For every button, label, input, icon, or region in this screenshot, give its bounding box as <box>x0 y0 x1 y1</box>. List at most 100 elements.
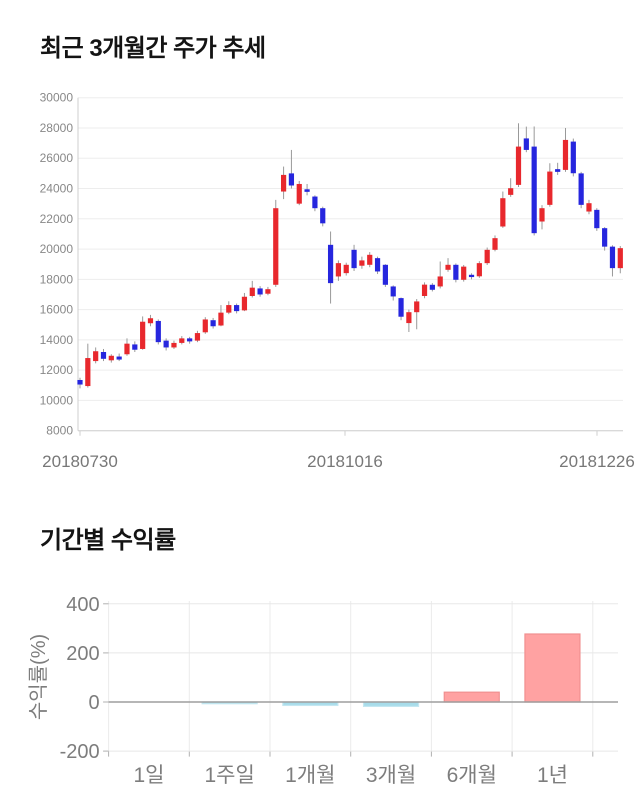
price-y-tick-label: 26000 <box>40 151 74 165</box>
candle-down <box>155 320 161 343</box>
candle-up <box>492 238 498 250</box>
returns-y-tick-label: 200 <box>66 643 99 665</box>
candle-up <box>140 321 146 349</box>
candle-up <box>586 203 592 212</box>
candle-up <box>343 264 349 274</box>
candle-up <box>445 264 451 270</box>
returns-y-tick-label: -200 <box>60 741 100 763</box>
candle-up <box>124 343 130 355</box>
candle-up <box>461 266 467 280</box>
candle-up <box>218 312 224 326</box>
price-x-tick-label: 20181226 <box>559 452 635 471</box>
candle-up <box>171 342 177 348</box>
candle-down <box>468 274 475 278</box>
candle-up <box>508 188 514 195</box>
candle-up <box>562 139 569 170</box>
price-y-tick-label: 28000 <box>40 121 74 135</box>
candle-down <box>382 264 388 285</box>
candle-down <box>351 249 357 269</box>
price-x-tick-label: 20181016 <box>307 452 383 471</box>
price-y-tick-label: 18000 <box>40 272 74 286</box>
candle-down <box>429 284 435 290</box>
price-y-tick-label: 30000 <box>40 91 74 105</box>
price-candlestick-chart: 30000 28000 26000 24000 22000 20000 18000 16000… <box>40 91 635 471</box>
candle-up <box>359 260 365 266</box>
returns-bar-positive <box>524 633 581 703</box>
candle-up <box>273 208 279 285</box>
price-y-tick-label: 10000 <box>40 393 74 407</box>
candle-up <box>147 318 154 324</box>
candle-up <box>367 254 373 265</box>
candle-down <box>523 138 529 150</box>
candle-up <box>547 171 553 205</box>
candle-down <box>390 286 396 297</box>
price-y-tick-label: 24000 <box>40 182 74 196</box>
candle-down <box>100 351 107 359</box>
candle-down <box>187 338 193 342</box>
candle-down <box>531 146 537 234</box>
candle-down <box>327 244 334 284</box>
candle-down <box>257 288 263 295</box>
candle-down <box>288 173 295 186</box>
returns-bar-chart: 400 200 0 -200 1일 1주일 1개월 3개월 6개월 1년 수익률(%) <box>27 594 618 787</box>
candle-up <box>265 289 271 294</box>
price-x-tick-label: 20180730 <box>42 452 118 471</box>
returns-category-label: 1년 <box>537 764 568 787</box>
price-y-tick-label: 12000 <box>40 363 74 377</box>
candle-up <box>515 146 522 185</box>
candle-up <box>108 355 114 361</box>
candle-up <box>476 263 482 277</box>
candle-up <box>93 351 99 362</box>
candle-up <box>85 358 91 387</box>
candle-up <box>194 333 201 341</box>
candle-up <box>249 287 255 296</box>
returns-category-label: 1일 <box>133 764 164 787</box>
candle-up <box>406 312 412 324</box>
candle-up <box>296 183 302 204</box>
price-y-tick-label: 20000 <box>40 242 74 256</box>
returns-y-tick-label: 0 <box>88 692 99 714</box>
returns-category-label: 1주일 <box>204 764 254 787</box>
candle-up <box>617 248 623 269</box>
candle-up <box>226 305 232 313</box>
candle-up <box>421 284 428 296</box>
candle-down <box>453 264 459 280</box>
price-y-tick-label: 14000 <box>40 333 74 347</box>
candle-up <box>539 208 545 222</box>
returns-category-label: 1개월 <box>285 764 335 787</box>
candle-down <box>609 246 616 269</box>
candle-up <box>414 301 420 313</box>
candle-down <box>77 379 83 385</box>
price-y-tick-label: 16000 <box>40 303 74 317</box>
candle-up <box>202 319 208 333</box>
candle-down <box>304 189 310 192</box>
returns-category-label: 6개월 <box>447 764 497 787</box>
candle-down <box>163 340 169 348</box>
candle-down <box>312 196 318 209</box>
returns-chart-title: 기간별 수익률 <box>40 527 176 554</box>
candle-down <box>578 173 584 205</box>
candle-down <box>234 305 240 312</box>
returns-y-tick-label: 400 <box>66 594 99 616</box>
candle-down <box>602 228 608 247</box>
candle-up <box>241 296 248 311</box>
candle-down <box>398 298 404 317</box>
candle-down <box>116 356 122 360</box>
candle-down <box>594 209 600 229</box>
candle-up <box>437 276 443 287</box>
candle-down <box>132 344 138 350</box>
candle-up <box>179 338 185 343</box>
price-chart-title: 최근 3개월간 주가 추세 <box>40 35 266 62</box>
candle-down <box>570 141 576 174</box>
candle-up <box>500 198 506 227</box>
candle-down <box>320 208 326 224</box>
price-y-tick-label: 8000 <box>46 424 73 438</box>
candle-up <box>335 263 342 277</box>
price-y-tick-label: 22000 <box>40 212 74 226</box>
returns-y-axis-title: 수익률(%) <box>27 634 50 720</box>
candle-up <box>484 249 490 264</box>
returns-bar-positive <box>443 691 500 703</box>
candle-down <box>555 169 561 172</box>
candle-down <box>374 258 381 272</box>
